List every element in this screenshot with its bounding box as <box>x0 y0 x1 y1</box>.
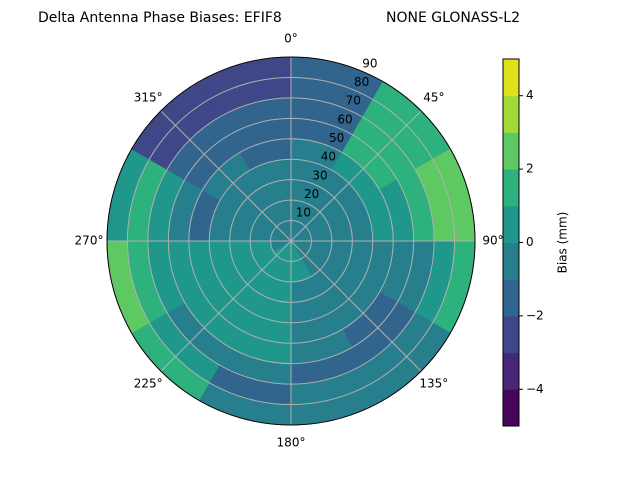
colorbar-segment <box>503 352 519 390</box>
angular-grid-line <box>290 110 422 242</box>
angular-tick-label: 0° <box>284 32 298 46</box>
colorbar-segment <box>503 389 519 427</box>
angular-tick-label: 45° <box>423 91 444 105</box>
radial-tick-label: 40 <box>321 150 336 164</box>
colorbar-tick-label: 4 <box>526 88 534 102</box>
polar-frame <box>106 56 476 426</box>
angular-grid-line <box>160 240 292 372</box>
colorbar-tick-label: −2 <box>526 308 544 322</box>
radial-tick-label: 80 <box>354 75 369 89</box>
angular-tick-label: 135° <box>419 376 448 390</box>
colorbar-segment <box>503 132 519 170</box>
angular-tick-label: 180° <box>277 436 306 450</box>
colorbar-segment <box>503 205 519 243</box>
colorbar-tick-label: 0 <box>526 235 534 249</box>
radial-tick-label: 60 <box>337 112 352 126</box>
angular-tick-label: 225° <box>134 376 163 390</box>
colorbar-label: Bias (mm) <box>556 212 570 274</box>
angular-grid-line <box>160 110 292 242</box>
colorbar-segment <box>503 279 519 317</box>
colorbar-segment <box>503 315 519 354</box>
colorbar-segment <box>503 59 519 97</box>
colorbar-tick-label: 2 <box>526 162 534 176</box>
radial-tick-label: 50 <box>329 131 344 145</box>
radial-tick-label: 20 <box>304 187 319 201</box>
chart-title: Delta Antenna Phase Biases: EFIF8 <box>38 10 282 26</box>
radial-tick-label: 30 <box>312 168 327 182</box>
angular-tick-label: 270° <box>75 234 104 248</box>
colorbar-segment <box>503 242 519 280</box>
chart-subtitle: NONE GLONASS-L2 <box>386 10 520 26</box>
radial-tick-label: 70 <box>346 94 361 108</box>
angular-tick-label: 90° <box>482 234 503 248</box>
radial-tick-label: 90 <box>362 56 377 70</box>
colorbar-tick-label: −4 <box>526 382 544 396</box>
colorbar-segment <box>503 169 519 207</box>
colorbar-segment <box>503 95 519 133</box>
angular-grid-line <box>290 240 422 372</box>
radial-tick-label: 10 <box>296 206 311 220</box>
angular-tick-label: 315° <box>134 91 163 105</box>
